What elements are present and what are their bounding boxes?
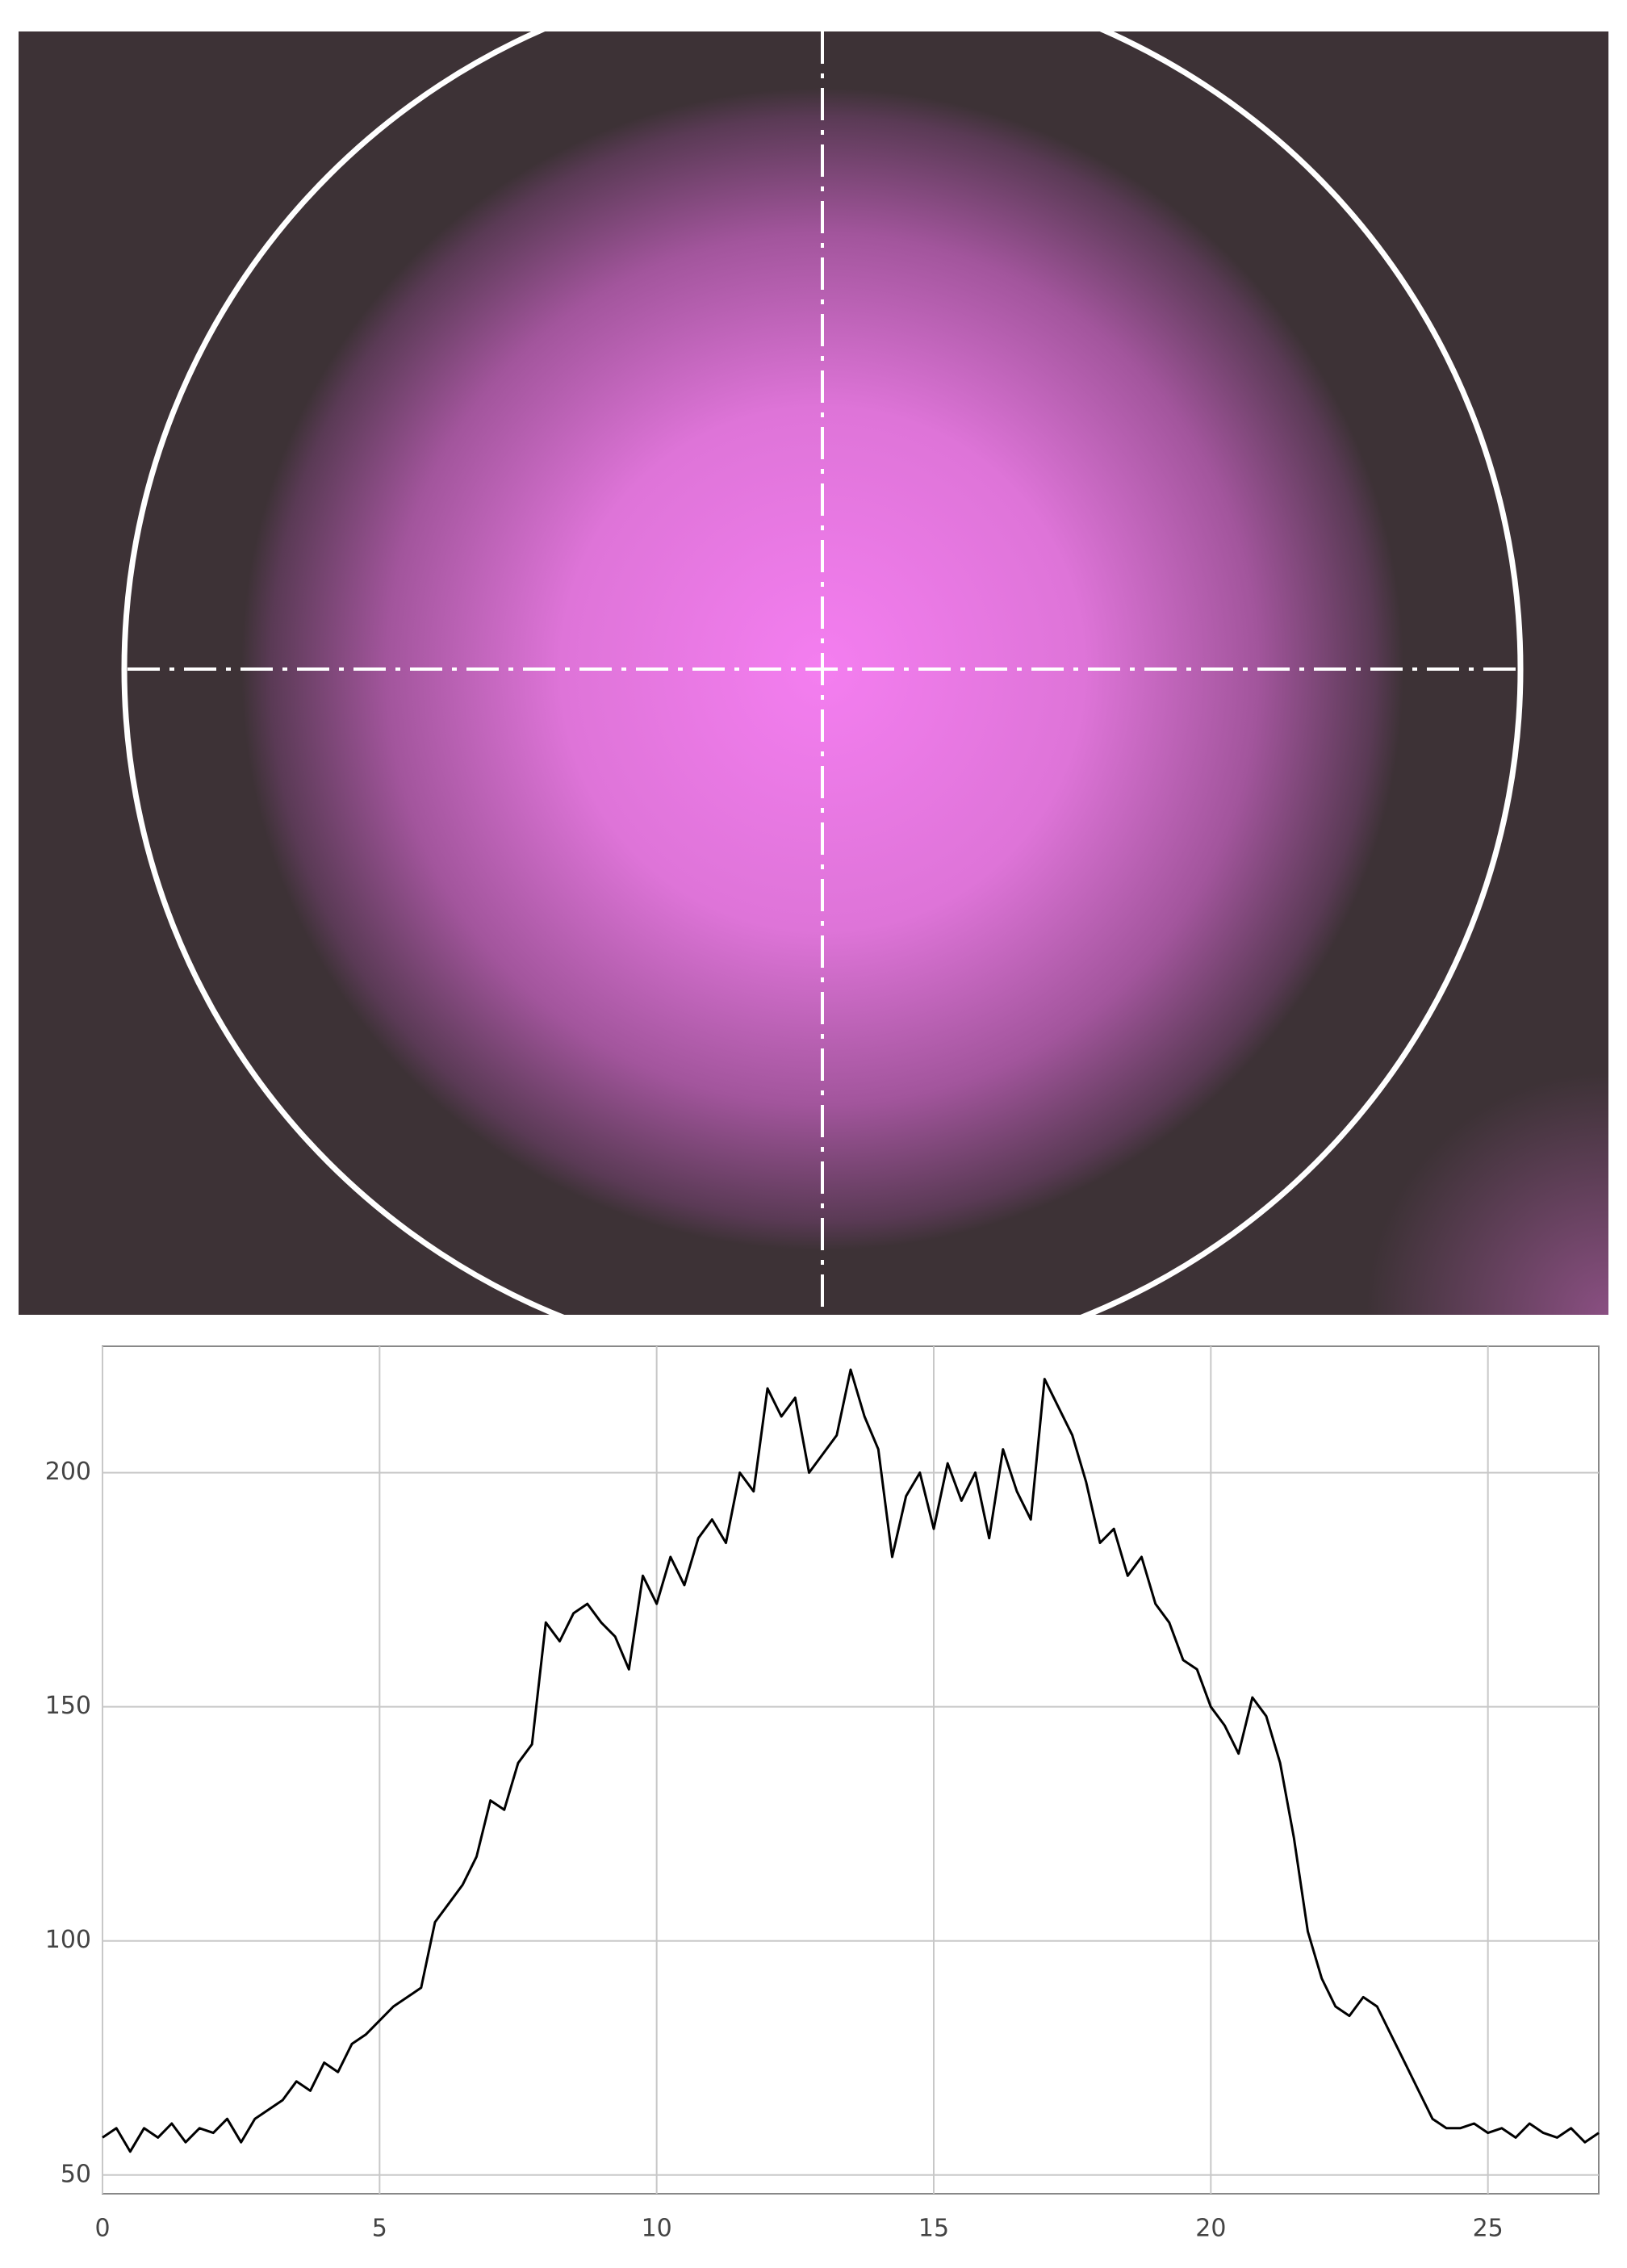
- x-tick-label: 25: [1473, 2215, 1504, 2243]
- beam-photo: [19, 31, 1608, 1315]
- x-tick-label: 15: [918, 2215, 949, 2243]
- profile-line: [102, 1368, 1600, 2153]
- y-tick-label: 100: [45, 1926, 91, 1954]
- x-tick-label: 5: [372, 2215, 387, 2243]
- y-tick-label: 150: [45, 1692, 91, 1720]
- x-tick-label: 10: [642, 2215, 672, 2243]
- x-tick-label: 0: [94, 2215, 110, 2243]
- aperture-circle: [121, 31, 1524, 1315]
- x-tick-label: 20: [1195, 2215, 1226, 2243]
- y-tick-label: 50: [61, 2160, 91, 2188]
- plot-frame: [102, 1345, 1600, 2195]
- y-tick-label: 200: [45, 1458, 91, 1486]
